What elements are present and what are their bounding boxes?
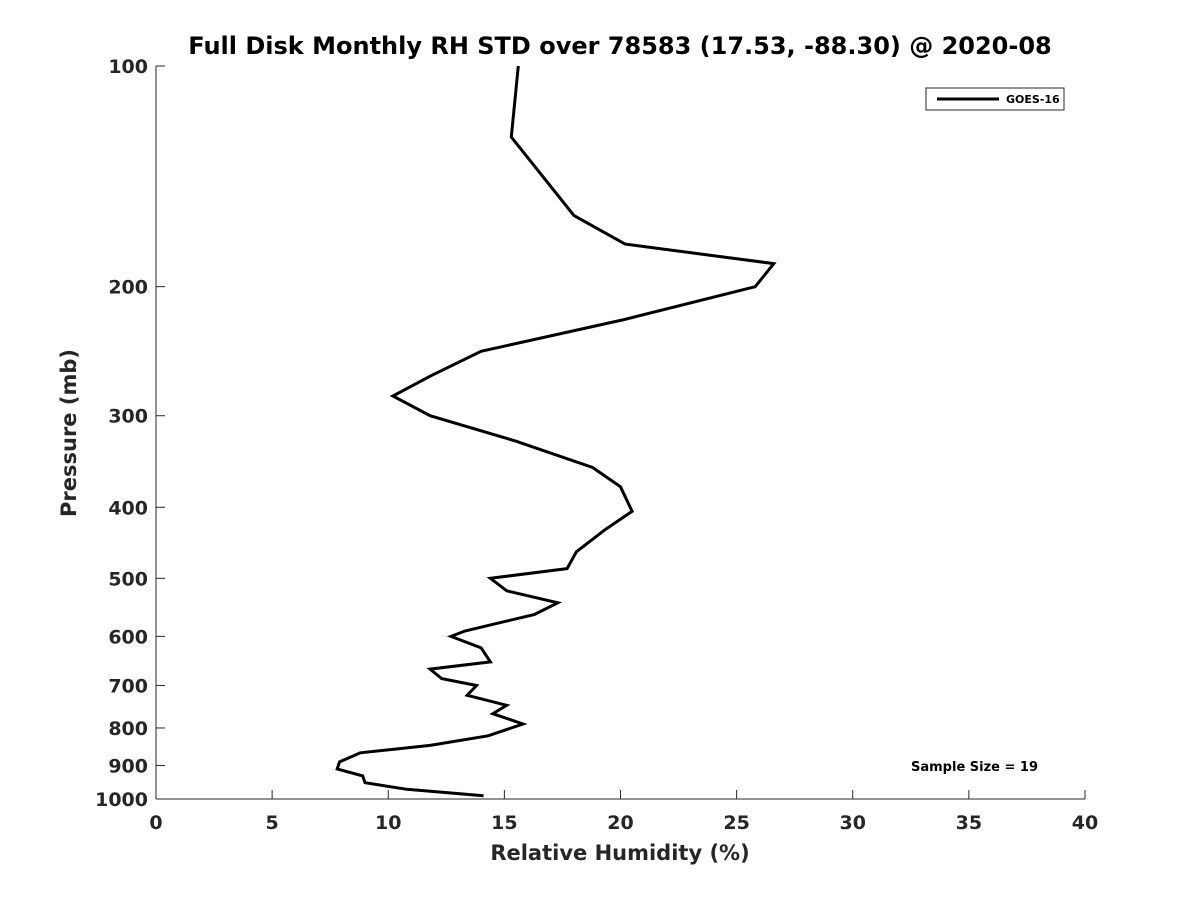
x-axis-ticks: 0 5 10 15 20 25 30 35 40 [149, 790, 1098, 834]
sample-size-annotation: Sample Size = 19 [911, 760, 1038, 775]
x-tick-label: 5 [266, 812, 279, 834]
y-tick-label: 900 [108, 755, 148, 777]
axes [155, 66, 1085, 800]
x-tick-label: 15 [491, 812, 517, 834]
y-tick-label: 800 [108, 718, 148, 740]
y-axis-label: Pressure (mb) [57, 349, 81, 517]
y-tick-label: 600 [108, 626, 148, 648]
y-tick-label: 1000 [95, 789, 148, 811]
legend-label-goes-16: GOES-16 [1006, 93, 1060, 106]
y-tick-label: 500 [108, 568, 148, 590]
x-tick-label: 20 [607, 812, 633, 834]
y-tick-label: 300 [108, 406, 148, 428]
x-tick-label: 25 [723, 812, 749, 834]
x-tick-label: 40 [1072, 812, 1098, 834]
y-tick-label: 400 [108, 497, 148, 519]
chart-title: Full Disk Monthly RH STD over 78583 (17.… [188, 32, 1051, 60]
x-tick-label: 10 [375, 812, 401, 834]
x-tick-label: 35 [956, 812, 982, 834]
y-tick-label: 100 [108, 56, 148, 78]
x-tick-label: 30 [840, 812, 866, 834]
y-tick-label: 200 [108, 277, 148, 299]
y-tick-label: 700 [108, 675, 148, 697]
y-axis-ticks: 100 200 300 400 500 600 700 800 900 1000 [95, 56, 165, 811]
x-axis-label: Relative Humidity (%) [490, 841, 749, 865]
series-line-0 [335, 65, 777, 798]
series-layer [335, 65, 777, 798]
x-tick-label: 0 [149, 812, 162, 834]
legend: GOES-16 [925, 87, 1065, 111]
